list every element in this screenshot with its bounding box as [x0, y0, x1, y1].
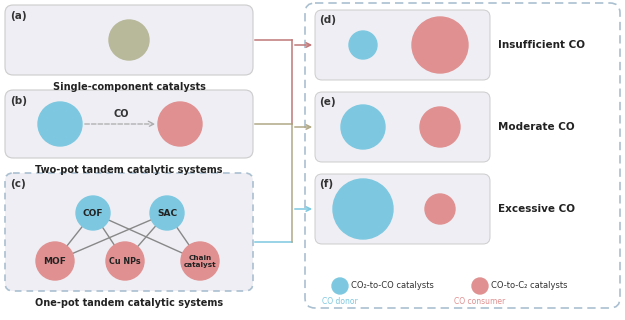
Text: (b): (b) — [10, 96, 27, 106]
Text: Insufficient CO: Insufficient CO — [498, 40, 585, 50]
Text: SAC: SAC — [157, 209, 177, 218]
Text: MOF: MOF — [44, 257, 66, 266]
Text: Two-pot tandem catalytic systems: Two-pot tandem catalytic systems — [35, 165, 222, 175]
Circle shape — [181, 242, 219, 280]
Circle shape — [158, 102, 202, 146]
Circle shape — [76, 196, 110, 230]
Text: (a): (a) — [10, 11, 27, 21]
Text: CO consumer: CO consumer — [454, 297, 506, 306]
Text: One-pot tandem catalytic systems: One-pot tandem catalytic systems — [35, 298, 223, 308]
Circle shape — [106, 242, 144, 280]
Text: (f): (f) — [319, 179, 333, 189]
Text: Excessive CO: Excessive CO — [498, 204, 575, 214]
FancyBboxPatch shape — [305, 3, 620, 308]
Circle shape — [109, 20, 149, 60]
Circle shape — [36, 242, 74, 280]
FancyBboxPatch shape — [5, 173, 253, 291]
Circle shape — [349, 31, 377, 59]
Text: (d): (d) — [319, 15, 336, 25]
Circle shape — [150, 196, 184, 230]
FancyBboxPatch shape — [5, 5, 253, 75]
FancyBboxPatch shape — [315, 10, 490, 80]
Text: COF: COF — [82, 209, 103, 218]
Circle shape — [412, 17, 468, 73]
FancyBboxPatch shape — [315, 174, 490, 244]
Text: Single-component catalysts: Single-component catalysts — [52, 82, 206, 92]
Text: Moderate CO: Moderate CO — [498, 122, 574, 132]
FancyBboxPatch shape — [315, 92, 490, 162]
Text: (c): (c) — [10, 179, 26, 189]
Circle shape — [472, 278, 488, 294]
Circle shape — [420, 107, 460, 147]
Circle shape — [333, 179, 393, 239]
Text: (e): (e) — [319, 97, 336, 107]
Circle shape — [425, 194, 455, 224]
Circle shape — [332, 278, 348, 294]
Text: CO₂-to-CO catalysts: CO₂-to-CO catalysts — [351, 282, 434, 291]
Text: CO-to-C₂ catalysts: CO-to-C₂ catalysts — [491, 282, 568, 291]
Circle shape — [38, 102, 82, 146]
FancyBboxPatch shape — [5, 90, 253, 158]
Text: CO: CO — [113, 109, 129, 119]
Text: Cu NPs: Cu NPs — [109, 257, 141, 266]
Circle shape — [341, 105, 385, 149]
Text: CO donor: CO donor — [322, 297, 358, 306]
Text: Chain
catalyst: Chain catalyst — [184, 254, 216, 268]
